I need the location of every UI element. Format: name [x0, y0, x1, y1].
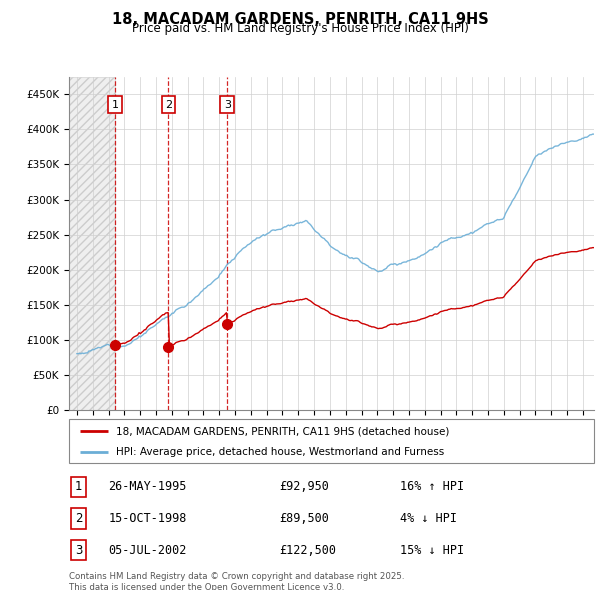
Text: 2: 2: [165, 100, 172, 110]
Text: 1: 1: [112, 100, 118, 110]
Text: £89,500: £89,500: [279, 512, 329, 525]
Text: £92,950: £92,950: [279, 480, 329, 493]
Text: 26-MAY-1995: 26-MAY-1995: [109, 480, 187, 493]
Text: 15-OCT-1998: 15-OCT-1998: [109, 512, 187, 525]
Text: 16% ↑ HPI: 16% ↑ HPI: [400, 480, 464, 493]
Text: £122,500: £122,500: [279, 543, 336, 556]
Text: 18, MACADAM GARDENS, PENRITH, CA11 9HS: 18, MACADAM GARDENS, PENRITH, CA11 9HS: [112, 12, 488, 27]
Text: 3: 3: [75, 543, 82, 556]
Text: Price paid vs. HM Land Registry's House Price Index (HPI): Price paid vs. HM Land Registry's House …: [131, 22, 469, 35]
Text: 1: 1: [75, 480, 82, 493]
Bar: [69, 77, 115, 410]
Text: 18, MACADAM GARDENS, PENRITH, CA11 9HS (detached house): 18, MACADAM GARDENS, PENRITH, CA11 9HS (…: [116, 427, 449, 436]
Text: 4% ↓ HPI: 4% ↓ HPI: [400, 512, 457, 525]
Text: 3: 3: [224, 100, 231, 110]
Text: Contains HM Land Registry data © Crown copyright and database right 2025.
This d: Contains HM Land Registry data © Crown c…: [69, 572, 404, 590]
FancyBboxPatch shape: [69, 419, 594, 463]
Text: HPI: Average price, detached house, Westmorland and Furness: HPI: Average price, detached house, West…: [116, 447, 445, 457]
Text: 15% ↓ HPI: 15% ↓ HPI: [400, 543, 464, 556]
Text: 2: 2: [75, 512, 82, 525]
Text: 05-JUL-2002: 05-JUL-2002: [109, 543, 187, 556]
